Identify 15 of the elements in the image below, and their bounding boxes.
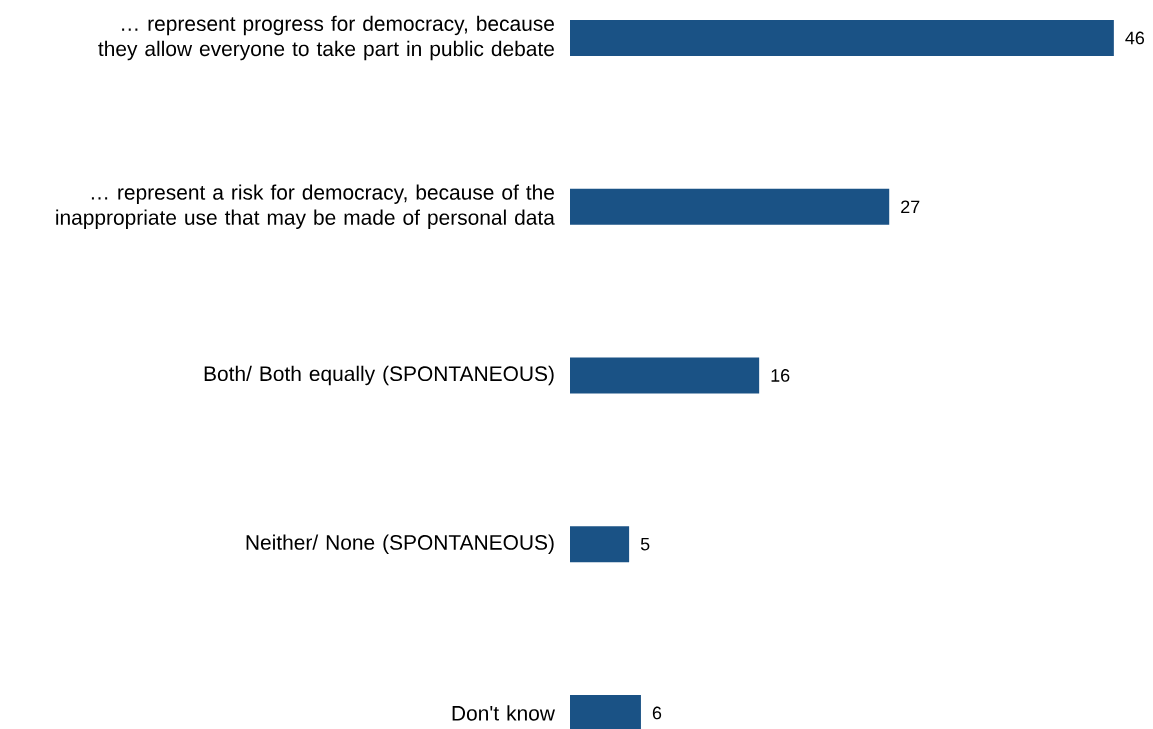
bar <box>570 188 890 225</box>
bar <box>570 357 760 394</box>
y-tick-label: Both/ Both equally (SPONTANEOUS) <box>204 365 554 386</box>
data-label: 16 <box>771 369 790 382</box>
data-label: 27 <box>901 200 920 213</box>
bar <box>570 694 641 729</box>
y-tick-label: … represent progress for democracy, because they allow everyone to take part in public debate <box>98 15 554 61</box>
y-tick-label: … represent a risk for democracy, because of the inappropriate use that may be made of personal data <box>56 184 555 230</box>
bar <box>570 19 1114 56</box>
y-tick-label: Don't know <box>452 705 555 721</box>
data-label: 6 <box>652 706 662 720</box>
y-tick-label: Neither/ None (SPONTANEOUS) <box>246 534 554 554</box>
data-label: 46 <box>1125 31 1145 45</box>
data-label: 5 <box>640 537 650 551</box>
bar <box>570 526 630 563</box>
